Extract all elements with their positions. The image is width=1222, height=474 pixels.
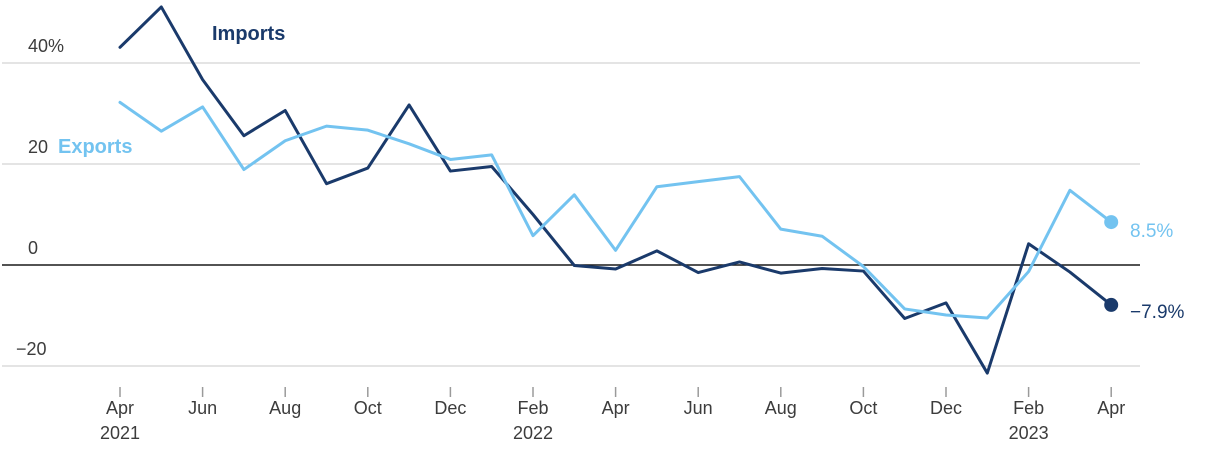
x-axis-year-label: 2023 bbox=[1009, 423, 1049, 443]
x-axis-month-label: Oct bbox=[849, 398, 877, 418]
imports-end-dot bbox=[1104, 297, 1119, 312]
x-axis-month-label: Apr bbox=[1097, 398, 1125, 418]
exports-end-value-label: 8.5% bbox=[1130, 221, 1174, 242]
y-axis-tick-label: 0 bbox=[28, 238, 38, 258]
y-axis-tick-label: 20 bbox=[28, 137, 48, 157]
x-axis-month-label: Dec bbox=[434, 398, 466, 418]
x-axis-month-label: Aug bbox=[765, 398, 797, 418]
y-axis-tick-label: −20 bbox=[16, 339, 47, 359]
x-axis-month-label: Apr bbox=[602, 398, 630, 418]
x-axis-month-label: Aug bbox=[269, 398, 301, 418]
exports-end-dot bbox=[1104, 215, 1119, 230]
imports-series-label: Imports bbox=[212, 23, 286, 45]
exports-series-label: Exports bbox=[58, 136, 133, 158]
x-axis-month-label: Jun bbox=[188, 398, 217, 418]
imports-end-value-label: −7.9% bbox=[1130, 302, 1185, 323]
x-axis-month-label: Feb bbox=[1013, 398, 1044, 418]
x-axis-year-label: 2021 bbox=[100, 423, 140, 443]
x-axis-month-label: Apr bbox=[106, 398, 134, 418]
x-axis-year-label: 2022 bbox=[513, 423, 553, 443]
imports-line bbox=[118, 5, 1113, 375]
x-axis-month-label: Oct bbox=[354, 398, 382, 418]
exports-line bbox=[118, 100, 1113, 320]
y-axis-tick-label: 40% bbox=[28, 36, 64, 56]
x-axis-month-label: Jun bbox=[684, 398, 713, 418]
x-axis-month-label: Feb bbox=[517, 398, 548, 418]
x-axis-month-label: Dec bbox=[930, 398, 962, 418]
